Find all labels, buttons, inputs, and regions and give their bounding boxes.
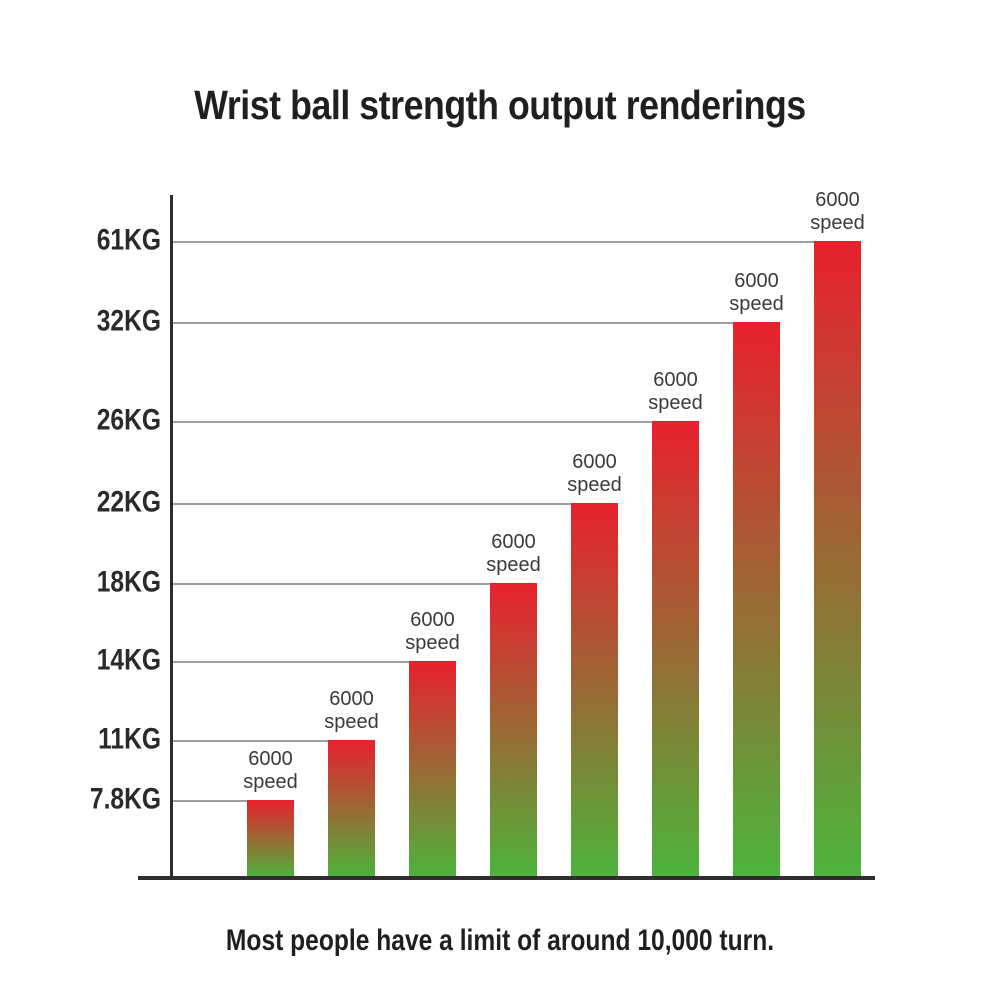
gridline-26kg	[172, 421, 652, 423]
y-tick-label-22kg: 22KG	[96, 485, 161, 519]
bar-value-label-line: speed	[243, 771, 298, 793]
y-tick-label-11kg: 11KG	[98, 722, 161, 756]
y-tick-label-18kg: 18KG	[96, 565, 161, 599]
bar-value-label-line: 6000	[653, 369, 698, 391]
gridline-61kg	[172, 241, 814, 243]
x-axis-line	[138, 876, 875, 880]
bar-61kg	[814, 241, 861, 878]
bar-value-label-7.8kg: 6000 speed	[243, 748, 298, 794]
y-tick-label-26kg: 26KG	[96, 403, 161, 437]
gridline-11kg	[172, 740, 328, 742]
bar-value-label-26kg: 6000 speed	[648, 369, 703, 415]
gridline-32kg	[172, 322, 733, 324]
bar-value-label-14kg: 6000 speed	[405, 609, 460, 655]
gridline-14kg	[172, 661, 409, 663]
chart-title: Wrist ball strength output renderings	[194, 82, 806, 128]
y-tick-label-14kg: 14KG	[96, 643, 161, 677]
chart-caption: Most people have a limit of around 10,00…	[225, 924, 775, 957]
bar-26kg	[652, 421, 699, 878]
bar-18kg	[490, 583, 537, 878]
bar-value-label-line: 6000	[329, 688, 374, 710]
bar-32kg	[733, 322, 780, 878]
bar-value-label-32kg: 6000 speed	[729, 270, 784, 316]
bar-value-label-18kg: 6000 speed	[486, 531, 541, 577]
gridline-18kg	[172, 583, 490, 585]
gridline-22kg	[172, 503, 571, 505]
bar-14kg	[409, 661, 456, 878]
bar-value-label-11kg: 6000 speed	[324, 688, 379, 734]
bar-value-label-line: 6000	[248, 748, 293, 770]
bar-11kg	[328, 740, 375, 878]
bar-7.8kg	[247, 800, 294, 878]
y-tick-label-61kg: 61KG	[96, 223, 161, 257]
gridline-7.8kg	[172, 800, 247, 802]
bar-22kg	[571, 503, 618, 878]
y-tick-label-32kg: 32KG	[96, 304, 161, 338]
bar-value-label-61kg: 6000 speed	[810, 189, 865, 235]
y-axis-line	[170, 195, 173, 879]
bar-value-label-line: 6000	[491, 531, 536, 553]
bar-value-label-line: 6000	[734, 270, 779, 292]
bar-value-label-line: speed	[648, 392, 703, 414]
bar-value-label-line: speed	[486, 554, 541, 576]
bar-value-label-line: speed	[405, 632, 460, 654]
bar-value-label-line: 6000	[572, 451, 617, 473]
bar-value-label-line: speed	[567, 474, 622, 496]
bar-value-label-22kg: 6000 speed	[567, 451, 622, 497]
y-tick-label-7.8kg: 7.8KG	[89, 782, 161, 816]
bar-value-label-line: 6000	[815, 189, 860, 211]
bar-value-label-line: speed	[324, 711, 379, 733]
bar-value-label-line: speed	[729, 293, 784, 315]
bar-value-label-line: speed	[810, 212, 865, 234]
bar-value-label-line: 6000	[410, 609, 455, 631]
